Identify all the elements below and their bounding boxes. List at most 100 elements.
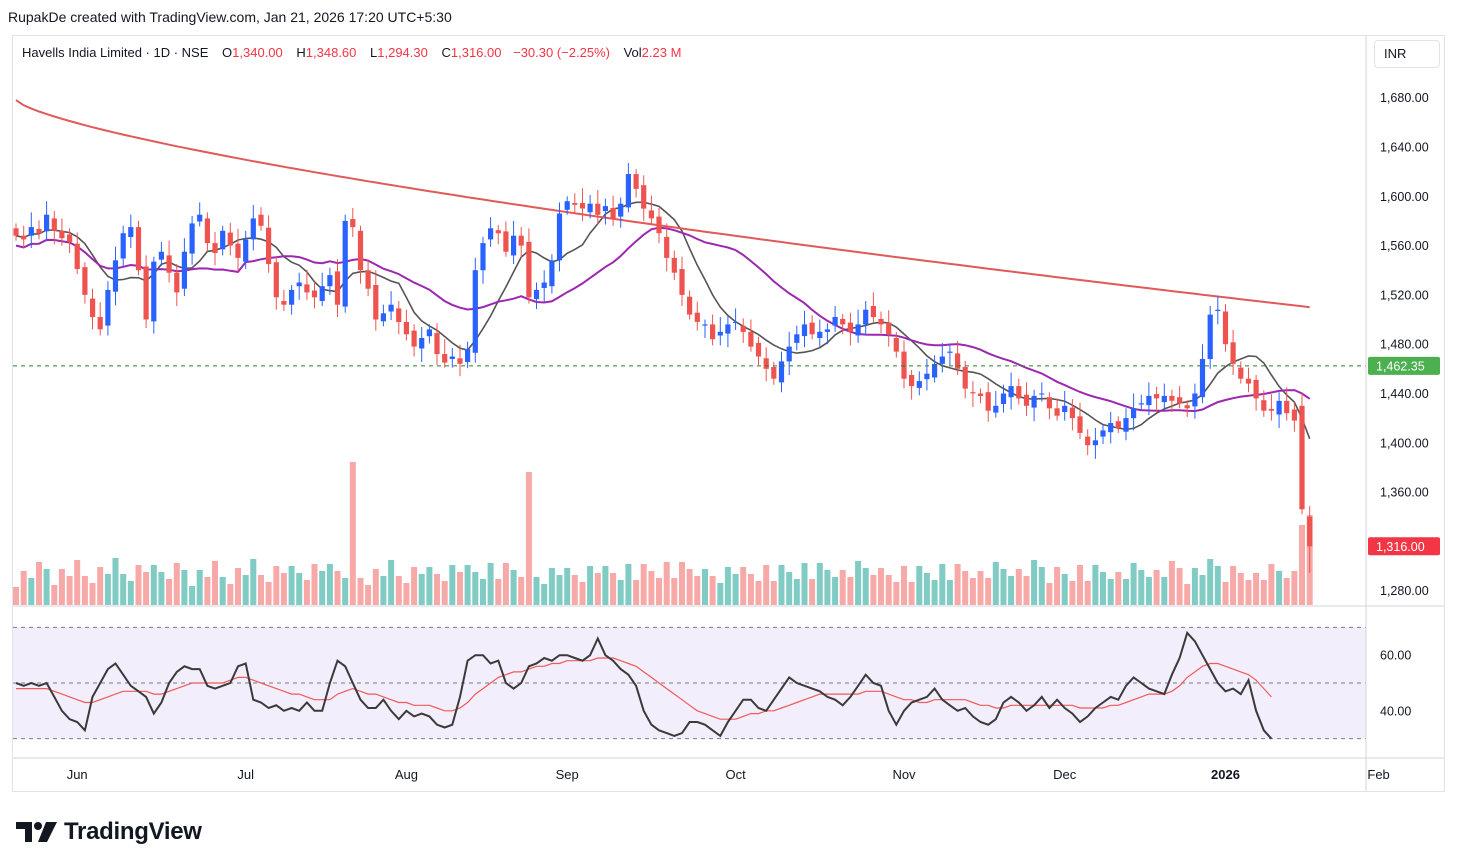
header-caption: RupakDe created with TradingView.com, Ja… [8,9,452,25]
volume-bar [28,578,35,605]
rsi-line [15,630,1273,740]
volume-bar [127,581,134,605]
candle-body [832,317,838,326]
ma-mid-line [15,226,1311,413]
candle-body [1238,367,1244,379]
candle-body [962,367,968,389]
volume-bar [587,566,594,605]
price-tick-label: 1,480.00 [1380,338,1429,352]
candle-body [380,313,386,322]
candle-body [128,227,134,237]
candle-body [939,356,945,364]
time-tick-label: 2026 [1211,767,1240,782]
volume-bar [541,584,548,605]
candle-body [1039,393,1045,395]
time-tick-label: Jun [67,767,88,782]
candle-body [977,393,984,396]
volume-bar [916,566,923,605]
candle-body [411,330,417,347]
volume-bar [173,563,180,605]
candle-body [916,381,922,388]
volume-bar [1015,569,1022,605]
candle-body [648,210,654,219]
candle-body [633,174,639,189]
volume-bar [770,581,777,605]
candle-body [472,270,478,353]
candle-body [311,290,318,298]
candle-body [932,363,938,378]
volume-bar [923,573,930,605]
time-tick-label: Jul [237,767,254,782]
volume-bar [625,564,632,605]
rsi-pane [13,626,1366,740]
legend-change-value: −30.30 (−2.25%) [513,45,610,60]
candle-body [1192,393,1198,407]
candle-body [197,214,203,222]
candle-body [1299,405,1305,510]
candle-body [334,271,341,305]
brand: TradingView [16,818,202,846]
legend-open-label: O [222,45,233,60]
volume-bar [280,573,287,605]
volume-bar [1008,576,1015,605]
candle-body [327,275,333,287]
legend-volume-label: Vol [623,45,642,60]
candle-body [434,333,440,355]
time-tick-label: Sep [556,767,579,782]
candle-body [204,218,210,244]
candle-body [886,322,892,335]
candle-body [656,216,662,234]
volume-bar [824,570,831,605]
candle-body [541,282,547,288]
volume-bar [487,563,494,605]
legend-high-value: 1,348.60 [305,45,357,60]
time-tick-label: Feb [1367,767,1389,782]
candle-body [304,284,310,293]
volume-bar [1276,571,1283,605]
candle-body [495,230,501,234]
candle-body [21,235,27,240]
candle-body [1115,421,1121,428]
candle-body [1253,379,1259,399]
candle-body [671,257,677,273]
volume-bar [66,576,73,605]
candle-body [1161,395,1167,403]
time-tick-label: Oct [725,767,746,782]
candle-body [970,392,976,394]
candle-body [572,203,578,205]
volume-bar [112,558,119,605]
volume-bar [1054,567,1061,605]
volume-bar [1161,577,1168,605]
volume-bar [648,571,655,605]
currency-selector[interactable]: INR [1374,40,1440,68]
candle-body [503,231,509,252]
volume-bar [1000,569,1007,605]
volume-bar [617,580,624,605]
volume-bar [1069,581,1076,605]
volume-bar [816,563,823,605]
volume-bar [502,563,509,605]
price-tick-label: 1,680.00 [1380,91,1429,105]
candle-body [1154,394,1160,399]
candle-body [786,346,792,362]
candle-body [1177,397,1183,404]
volume-bar [1138,570,1145,605]
candle-body [771,367,777,379]
volume-bar [977,571,984,605]
candle-body [702,324,708,326]
volume-bar [525,472,532,605]
candle-body [273,262,279,298]
candle-body [526,241,532,298]
candle-body [105,289,111,326]
volume-bar [610,573,617,605]
candle-body [947,351,953,353]
volume-bar [1046,583,1053,605]
volume-bar [219,577,226,605]
candle-body [855,324,861,336]
candle-body [120,233,126,259]
candle-body [266,227,272,265]
volume-bar [357,578,364,605]
candle-body [319,286,325,301]
volume-bar [104,574,111,605]
